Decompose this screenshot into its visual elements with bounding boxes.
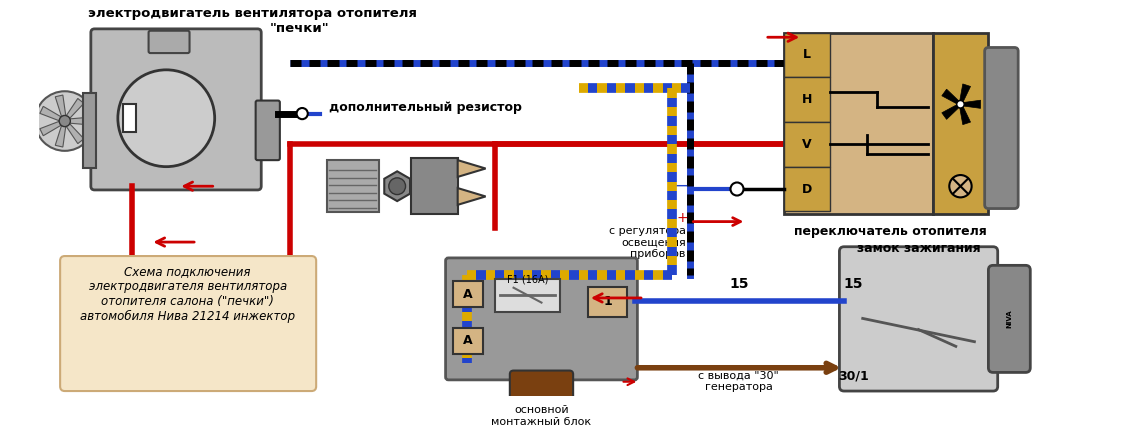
- Polygon shape: [458, 160, 485, 177]
- Text: 15: 15: [843, 278, 864, 292]
- Text: NIVA: NIVA: [1007, 309, 1013, 328]
- Text: −: −: [674, 176, 687, 194]
- Polygon shape: [39, 106, 61, 121]
- Bar: [784, 33, 932, 214]
- Polygon shape: [964, 100, 980, 108]
- Text: переключатель отопителя: переключатель отопителя: [794, 225, 987, 238]
- Text: A: A: [463, 334, 473, 347]
- Polygon shape: [942, 89, 959, 104]
- Text: дополнительный резистор: дополнительный резистор: [329, 101, 521, 113]
- Text: L: L: [803, 48, 811, 62]
- Polygon shape: [458, 188, 485, 205]
- Bar: [83, 93, 97, 167]
- Text: основной
монтажный блок: основной монтажный блок: [492, 405, 592, 425]
- Bar: [932, 33, 988, 214]
- Text: A: A: [463, 288, 473, 301]
- FancyBboxPatch shape: [61, 256, 317, 391]
- Bar: [453, 328, 483, 354]
- Bar: [453, 281, 483, 307]
- Text: 1: 1: [603, 295, 612, 308]
- Polygon shape: [55, 95, 66, 116]
- Polygon shape: [960, 107, 970, 125]
- Circle shape: [35, 91, 94, 151]
- Text: 30/1: 30/1: [838, 370, 869, 382]
- Bar: [784, 33, 830, 77]
- Circle shape: [118, 70, 214, 167]
- Circle shape: [389, 178, 405, 195]
- Polygon shape: [66, 124, 84, 144]
- Polygon shape: [66, 99, 84, 119]
- Circle shape: [730, 182, 743, 196]
- Text: D: D: [802, 182, 812, 196]
- Bar: [122, 104, 137, 132]
- Text: "печки": "печки": [270, 23, 329, 35]
- Text: F1 (16A): F1 (16A): [506, 275, 548, 285]
- Circle shape: [949, 175, 971, 197]
- Bar: [784, 122, 830, 167]
- Circle shape: [957, 101, 965, 108]
- FancyBboxPatch shape: [446, 258, 638, 380]
- Text: Схема подключения
электродвигателя вентилятора
отопителя салона ("печки")
автомо: Схема подключения электродвигателя венти…: [80, 265, 295, 323]
- FancyBboxPatch shape: [91, 29, 262, 190]
- FancyBboxPatch shape: [148, 31, 190, 53]
- Text: H: H: [802, 93, 812, 106]
- Bar: [495, 279, 560, 312]
- Polygon shape: [39, 121, 61, 136]
- Polygon shape: [70, 117, 91, 125]
- Text: замок зажигания: замок зажигания: [857, 242, 980, 255]
- Polygon shape: [942, 105, 959, 119]
- Bar: [411, 158, 458, 214]
- Text: с регулятора
освещения
приборов: с регулятора освещения приборов: [609, 226, 686, 259]
- Text: 15: 15: [729, 278, 749, 292]
- Circle shape: [296, 108, 308, 119]
- Text: +: +: [676, 211, 687, 225]
- Bar: [588, 287, 627, 317]
- FancyBboxPatch shape: [510, 371, 573, 404]
- FancyBboxPatch shape: [256, 101, 280, 160]
- Polygon shape: [55, 125, 66, 147]
- Text: электродвигатель вентилятора отопителя: электродвигатель вентилятора отопителя: [89, 8, 418, 20]
- Text: V: V: [802, 138, 812, 151]
- Bar: [784, 77, 830, 122]
- Text: с вывода "30"
генератора: с вывода "30" генератора: [699, 371, 779, 392]
- FancyBboxPatch shape: [839, 247, 997, 391]
- Bar: [784, 167, 830, 211]
- Bar: [327, 160, 378, 212]
- Polygon shape: [384, 171, 410, 201]
- FancyBboxPatch shape: [988, 265, 1030, 372]
- Polygon shape: [960, 84, 970, 102]
- FancyBboxPatch shape: [985, 48, 1019, 209]
- Circle shape: [60, 116, 71, 127]
